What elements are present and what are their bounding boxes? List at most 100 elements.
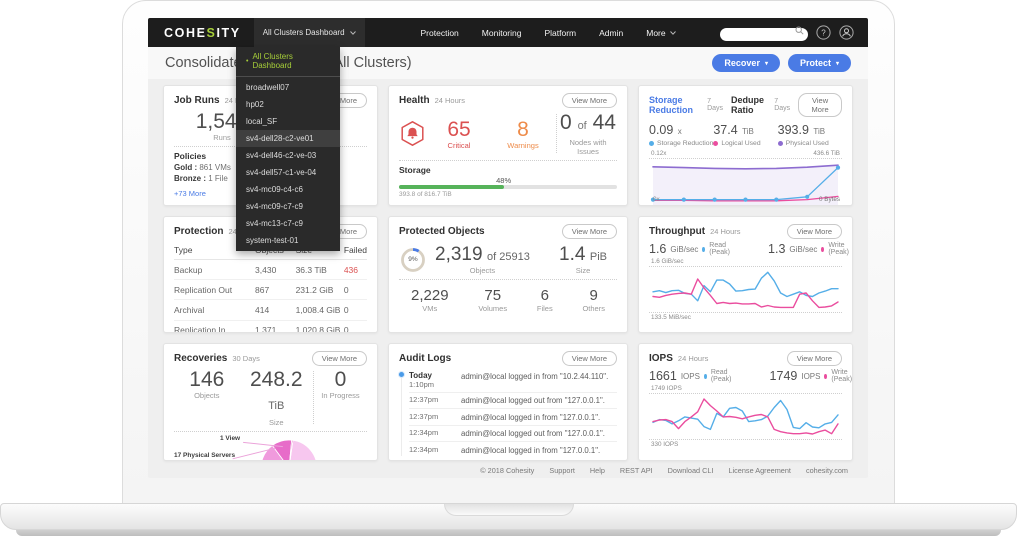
- audit-timestamp: 12:34pm: [409, 444, 439, 454]
- cell-objects: 1,371: [255, 325, 277, 333]
- user-menu-button[interactable]: [839, 25, 854, 40]
- card-title: Audit Logs: [399, 353, 452, 364]
- screen: COHESITY All Clusters Dashboard Protecti…: [148, 18, 868, 478]
- cluster-selector-dropdown[interactable]: All Clusters Dashboard: [253, 18, 365, 47]
- column-header: Failed: [343, 242, 367, 260]
- menu-item-label: broadwell07: [246, 83, 290, 92]
- menu-item-cluster[interactable]: sv4-dell57-c1-ve-04: [236, 164, 340, 181]
- objects-total: of 25913: [487, 251, 530, 263]
- view-more-button[interactable]: View More: [311, 351, 367, 366]
- card-throughput: Throughput 24 Hours View More 1.6 GiB/se…: [638, 216, 853, 333]
- menu-item-cluster[interactable]: sv4-mc09-c4-c6: [236, 181, 340, 198]
- audit-timestamp: 12:37pm: [409, 395, 439, 404]
- write-label: Write (Peak): [831, 369, 853, 383]
- laptop-base-notch: [443, 504, 574, 516]
- donut-percent-label: 9%: [408, 256, 418, 263]
- stat-value: 248.2 TiB: [240, 368, 313, 418]
- objects-value: 2,319: [435, 244, 483, 265]
- axis-label: 133.5 MiB/sec: [651, 314, 691, 321]
- nodes-stat: 0 of 44 Nodes with Issues: [559, 111, 617, 156]
- audit-message: admin@local logged out from "127.0.0.1".: [461, 429, 605, 438]
- menu-item-cluster[interactable]: broadwell07: [236, 79, 340, 96]
- card-audit-logs: Audit Logs View More Today 1:10pm admin@…: [388, 343, 628, 461]
- storage-usage-label: 393.8 of 816.7 TiB: [399, 191, 452, 198]
- more-policies-link[interactable]: +73 More: [174, 189, 206, 198]
- menu-item-label: sv4-dell28-c2-ve01: [246, 134, 314, 143]
- nav-protection[interactable]: Protection: [421, 28, 459, 38]
- laptop-base-shadow: [16, 530, 1001, 536]
- stat-label: VMs: [422, 304, 438, 313]
- recover-button[interactable]: Recover ▾: [712, 54, 780, 72]
- stat-label: Size: [268, 418, 284, 427]
- axis-label: 436.6 TiB: [813, 150, 840, 157]
- menu-item-cluster[interactable]: hp02: [236, 96, 340, 113]
- footer-link-help[interactable]: Help: [589, 466, 605, 475]
- audit-entry: 12:34pm admin@local logged in from "127.…: [409, 442, 617, 458]
- search-icon: [795, 26, 804, 35]
- copyright: © 2018 Cohesity: [480, 466, 535, 475]
- volumes-stat: 75 Volumes: [478, 287, 507, 313]
- nav-more-label: More: [646, 27, 666, 38]
- logical-used-stat: 37.4 TiB Logical Used: [713, 121, 777, 147]
- read-unit: GiB/sec: [670, 244, 699, 254]
- protected-objects-summary: 9% 2,319 of 25913 Objects 1.4 PiB Size: [399, 244, 617, 275]
- menu-item-label: sv4-mc09-c7-c9: [246, 202, 303, 211]
- card-recoveries: Recoveries 30 Days View More 146 Objects…: [163, 343, 378, 461]
- view-more-button[interactable]: View More: [786, 224, 842, 239]
- menu-item-cluster[interactable]: local_SF: [236, 113, 340, 130]
- menu-item-cluster[interactable]: sv4-mc09-c7-c9: [236, 198, 340, 215]
- objects-count: 2,319 of 25913 Objects: [435, 244, 530, 275]
- column-header: Type: [174, 242, 256, 260]
- menu-item-cluster[interactable]: system-test-01: [236, 232, 340, 249]
- policy-bronze: Bronze : 1 File: [174, 174, 367, 183]
- tab-dedupe-ratio[interactable]: Dedupe Ratio: [731, 95, 765, 115]
- view-more-button[interactable]: View More: [561, 351, 617, 366]
- view-more-button[interactable]: View More: [798, 93, 842, 117]
- logo-text: COHE: [164, 25, 207, 40]
- svg-text:?: ?: [821, 28, 826, 37]
- read-value: 1.6: [649, 242, 667, 256]
- view-more-button[interactable]: View More: [561, 224, 617, 239]
- objects-breakdown: 2,229 VMs 75 Volumes 6 Files 9 Others: [399, 284, 617, 313]
- size-stat: 248.2 TiB Size: [240, 368, 313, 427]
- view-more-button[interactable]: View More: [561, 93, 617, 108]
- menu-item-cluster-highlighted[interactable]: sv4-dell28-c2-ve01: [236, 130, 340, 147]
- gridline: [649, 266, 842, 267]
- view-more-button[interactable]: View More: [786, 351, 842, 366]
- top-navbar: COHESITY All Clusters Dashboard Protecti…: [148, 18, 868, 47]
- card-title: Protection: [174, 226, 224, 237]
- runs-label: Runs: [213, 133, 231, 142]
- policy-value: 1 File: [208, 174, 228, 183]
- card-period: 30 Days: [232, 354, 260, 363]
- footer-link-download-cli[interactable]: Download CLI: [667, 466, 714, 475]
- protect-button[interactable]: Protect ▾: [787, 54, 851, 72]
- footer-link-license[interactable]: License Agreement: [728, 466, 791, 475]
- footer-link-support[interactable]: Support: [549, 466, 575, 475]
- menu-item-cluster[interactable]: sv4-dell46-c2-ve-03: [236, 147, 340, 164]
- protection-table: Type Objects Size Failed Backup 3,430 36…: [174, 242, 367, 333]
- objects-label: Objects: [469, 266, 496, 275]
- nav-admin[interactable]: Admin: [599, 28, 623, 38]
- legend-dot-blue: [703, 373, 707, 379]
- gridline: [649, 312, 842, 313]
- nav-platform[interactable]: Platform: [544, 28, 576, 38]
- search-input[interactable]: [720, 27, 808, 41]
- menu-item-all-clusters[interactable]: • All Clusters Dashboard: [236, 48, 340, 77]
- iops-legend: 1661 IOPS Read (Peak) 1749 IOPS Write (P…: [649, 369, 852, 383]
- stat-value: 146: [189, 368, 225, 391]
- footer-link-website[interactable]: cohesity.com: [805, 466, 848, 475]
- audit-log-list: Today 1:10pm admin@local logged in from …: [398, 368, 617, 458]
- help-button[interactable]: ?: [816, 25, 831, 40]
- stat-label: Storage Reduction: [657, 140, 714, 147]
- audit-timestamp: 1:10pm: [409, 379, 435, 389]
- tab-storage-reduction[interactable]: Storage Reduction: [649, 95, 693, 115]
- navbar-right: ?: [720, 24, 854, 42]
- stat-unit: TiB: [742, 127, 754, 136]
- nav-more[interactable]: More: [646, 27, 676, 38]
- audit-message: admin@local logged in from "10.2.44.110"…: [461, 371, 609, 381]
- footer-link-rest-api[interactable]: REST API: [619, 466, 653, 475]
- menu-item-cluster[interactable]: sv4-mc13-c7-c9: [236, 215, 340, 232]
- nav-monitoring[interactable]: Monitoring: [482, 28, 522, 38]
- stat-unit: x: [677, 127, 682, 136]
- axis-label: 0x: [653, 196, 660, 203]
